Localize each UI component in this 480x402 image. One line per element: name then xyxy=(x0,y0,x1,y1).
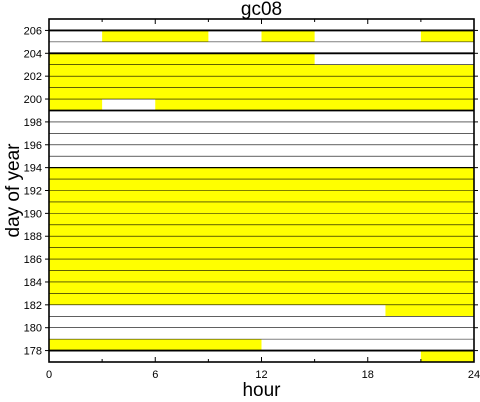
chart-title: gc08 xyxy=(241,0,282,20)
coverage-bar-day-205 xyxy=(261,30,315,42)
coverage-bar-day-186 xyxy=(49,247,474,260)
coverage-bar-day-192 xyxy=(49,179,474,191)
coverage-bar-day-191 xyxy=(49,190,474,202)
coverage-bar-day-190 xyxy=(49,201,474,214)
x-tick-label-0: 0 xyxy=(46,369,52,381)
y-tick-label-202: 202 xyxy=(24,71,42,83)
y-tick-labels: 178 180 182 184 186 188 190 192 194 196 198 200 202 2… xyxy=(24,25,42,357)
day-gridlines xyxy=(49,29,474,352)
x-tick-label-24: 24 xyxy=(468,369,480,381)
coverage-bar-day-201 xyxy=(49,76,474,88)
y-tick-label-178: 178 xyxy=(24,346,42,358)
coverage-bar-day-205 xyxy=(102,30,209,42)
y-tick-label-196: 196 xyxy=(24,140,42,152)
coverage-bar-day-199 xyxy=(49,99,103,111)
coverage-bar-day-183 xyxy=(49,281,474,294)
y-tick-label-184: 184 xyxy=(24,277,42,289)
y-tick-label-182: 182 xyxy=(24,300,42,312)
x-axis-label: hour xyxy=(242,380,281,401)
y-tick-label-198: 198 xyxy=(24,117,42,129)
y-tick-label-180: 180 xyxy=(24,323,42,335)
x-tick-label-6: 6 xyxy=(152,369,158,381)
coverage-bar-day-187 xyxy=(49,236,474,248)
coverage-bar-day-178 xyxy=(49,339,262,351)
coverage-bar-day-188 xyxy=(49,224,474,237)
y-tick-label-200: 200 xyxy=(24,94,42,106)
y-tick-label-186: 186 xyxy=(24,254,42,266)
y-tick-label-192: 192 xyxy=(24,186,42,198)
coverage-bar-day-200 xyxy=(49,87,474,100)
plot-frame xyxy=(48,18,475,363)
y-axis-label: day of year xyxy=(3,143,24,238)
coverage-bar-day-189 xyxy=(49,213,474,225)
x-tick-label-18: 18 xyxy=(362,369,374,381)
coverage-bar-day-182 xyxy=(49,293,474,305)
y-tick-label-188: 188 xyxy=(24,231,42,243)
coverage-bar-day-185 xyxy=(49,259,474,271)
y-tick-label-206: 206 xyxy=(24,25,42,37)
coverage-bar-day-181 xyxy=(385,304,474,317)
coverage-bar-day-202 xyxy=(49,64,474,77)
coverage-bar-day-193 xyxy=(49,167,474,180)
coverage-bar-day-177 xyxy=(420,350,474,362)
coverage-bars xyxy=(49,30,474,362)
y-tick-label-194: 194 xyxy=(24,163,42,175)
x-tick-label-12: 12 xyxy=(255,369,267,381)
x-tick-labels: 0 6 12 18 24 xyxy=(46,369,480,381)
coverage-bar-day-203 xyxy=(49,53,315,65)
coverage-bar-day-205 xyxy=(420,30,474,42)
coverage-bar-day-184 xyxy=(49,270,474,282)
y-tick-label-190: 190 xyxy=(24,208,42,220)
y-tick-label-204: 204 xyxy=(24,48,42,60)
coverage-bar-day-199 xyxy=(155,99,474,111)
